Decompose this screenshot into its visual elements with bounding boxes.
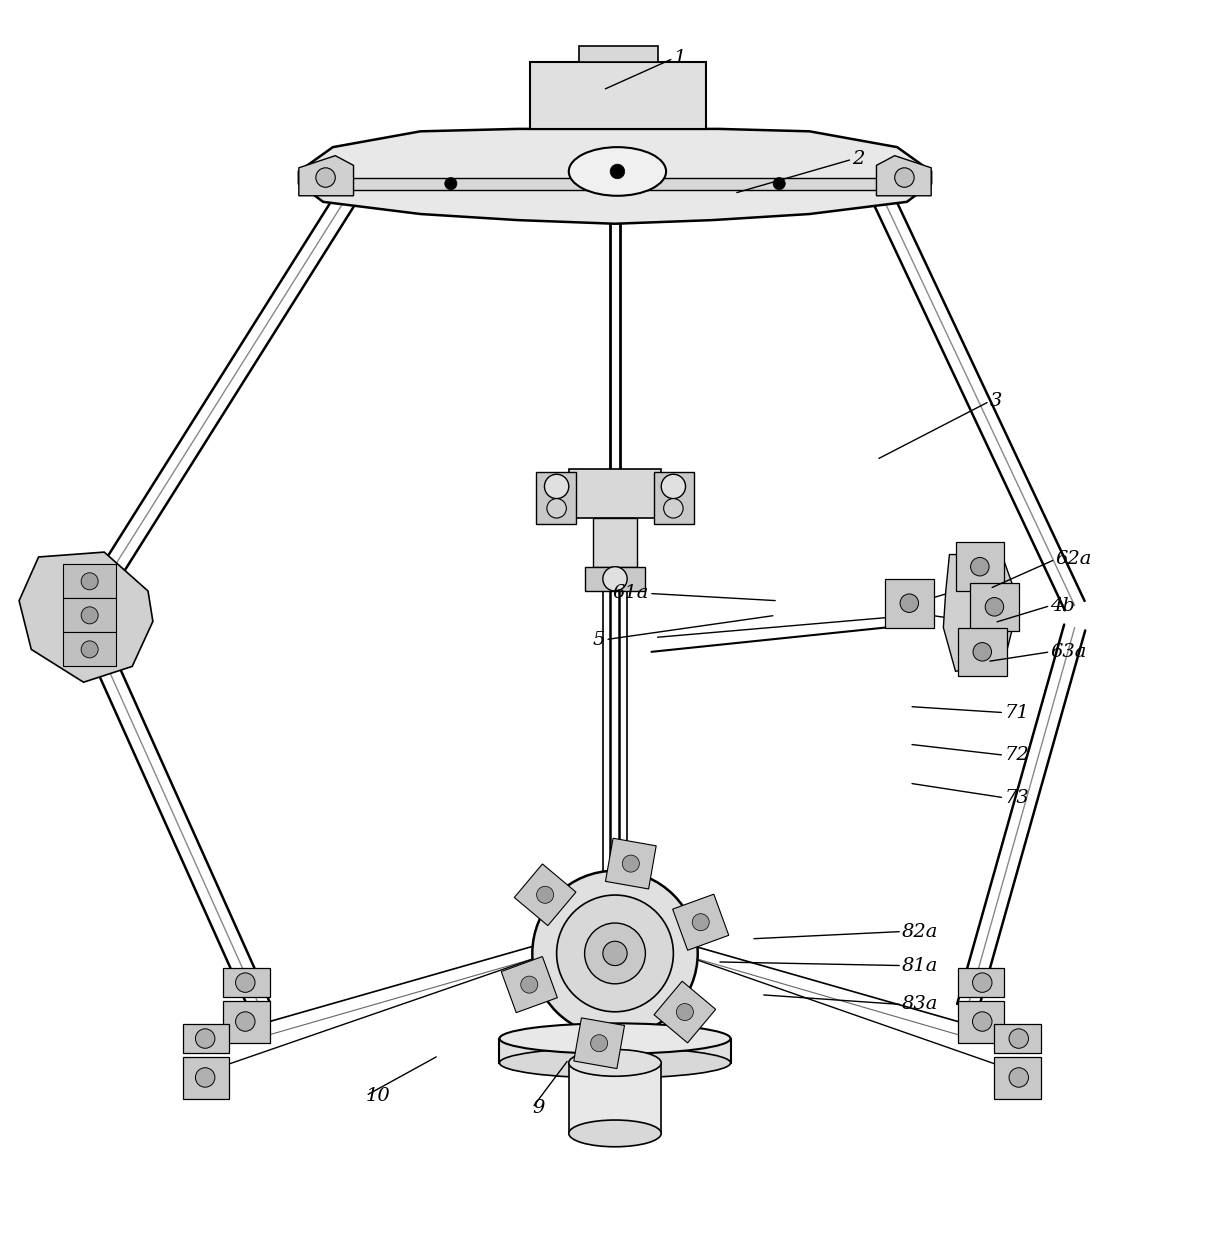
Circle shape [536,886,554,904]
Polygon shape [224,968,269,998]
Ellipse shape [568,1119,662,1147]
Text: 82a: 82a [902,922,938,940]
Circle shape [545,474,568,498]
Polygon shape [958,1000,1004,1043]
Polygon shape [884,579,934,628]
Polygon shape [63,565,117,599]
Text: 72: 72 [1004,747,1030,764]
Circle shape [236,1012,255,1032]
Circle shape [1009,1029,1028,1048]
Polygon shape [502,956,557,1013]
Text: 10: 10 [365,1087,390,1104]
Polygon shape [568,469,662,518]
Polygon shape [299,156,353,196]
Circle shape [557,895,673,1012]
Circle shape [81,607,98,624]
Polygon shape [673,894,728,950]
Polygon shape [956,542,1004,591]
Polygon shape [574,1018,625,1068]
Ellipse shape [499,1048,731,1078]
Circle shape [547,498,566,518]
Circle shape [603,567,627,591]
Polygon shape [605,838,656,889]
Polygon shape [183,1024,230,1053]
Polygon shape [20,552,153,683]
Circle shape [973,973,991,993]
Circle shape [662,474,685,498]
Circle shape [973,643,991,661]
Ellipse shape [568,147,667,196]
Circle shape [196,1029,215,1048]
Text: 4b: 4b [1050,596,1075,615]
Text: 73: 73 [1004,788,1030,807]
Circle shape [603,941,627,965]
Text: 5: 5 [593,631,605,649]
Polygon shape [943,555,1016,671]
Circle shape [590,1034,608,1052]
Circle shape [236,973,255,993]
Polygon shape [958,628,1006,676]
Polygon shape [347,177,883,190]
Circle shape [81,641,98,658]
Text: 71: 71 [1004,704,1030,722]
Circle shape [692,914,710,931]
Circle shape [316,168,336,187]
Circle shape [520,976,538,993]
Polygon shape [530,61,706,129]
Text: 1: 1 [673,49,686,68]
Circle shape [900,594,919,612]
Ellipse shape [499,1023,731,1054]
Circle shape [610,164,625,178]
Circle shape [664,498,683,518]
Polygon shape [877,156,931,196]
Polygon shape [555,1037,675,1069]
Text: 61a: 61a [613,585,649,602]
Circle shape [584,922,646,984]
Text: 62a: 62a [1055,551,1091,569]
Polygon shape [970,582,1018,631]
Circle shape [81,572,98,590]
Polygon shape [499,1039,731,1063]
Circle shape [533,871,697,1037]
Polygon shape [63,633,117,666]
Polygon shape [994,1024,1041,1053]
Text: 3: 3 [990,393,1002,410]
Polygon shape [994,1057,1041,1099]
Polygon shape [514,863,576,926]
Polygon shape [183,1057,230,1099]
Circle shape [894,168,914,187]
Text: 63a: 63a [1050,643,1087,661]
Circle shape [774,177,785,190]
Polygon shape [568,1063,662,1133]
Text: 83a: 83a [902,995,938,1014]
Ellipse shape [568,1049,662,1077]
Polygon shape [299,129,931,223]
Polygon shape [63,599,117,633]
Polygon shape [654,472,694,525]
Circle shape [622,855,640,872]
Text: 81a: 81a [902,956,938,975]
Polygon shape [536,472,576,525]
Polygon shape [654,981,716,1043]
Text: 2: 2 [852,151,865,168]
Circle shape [196,1068,215,1087]
Circle shape [985,597,1004,616]
Polygon shape [224,1000,269,1043]
Polygon shape [958,968,1004,998]
Polygon shape [593,518,637,567]
Circle shape [445,177,456,190]
Polygon shape [578,46,658,61]
Circle shape [676,1004,694,1020]
Circle shape [1009,1068,1028,1087]
Circle shape [970,557,989,576]
Polygon shape [584,567,646,591]
Circle shape [973,1012,991,1032]
Text: 9: 9 [533,1099,545,1117]
